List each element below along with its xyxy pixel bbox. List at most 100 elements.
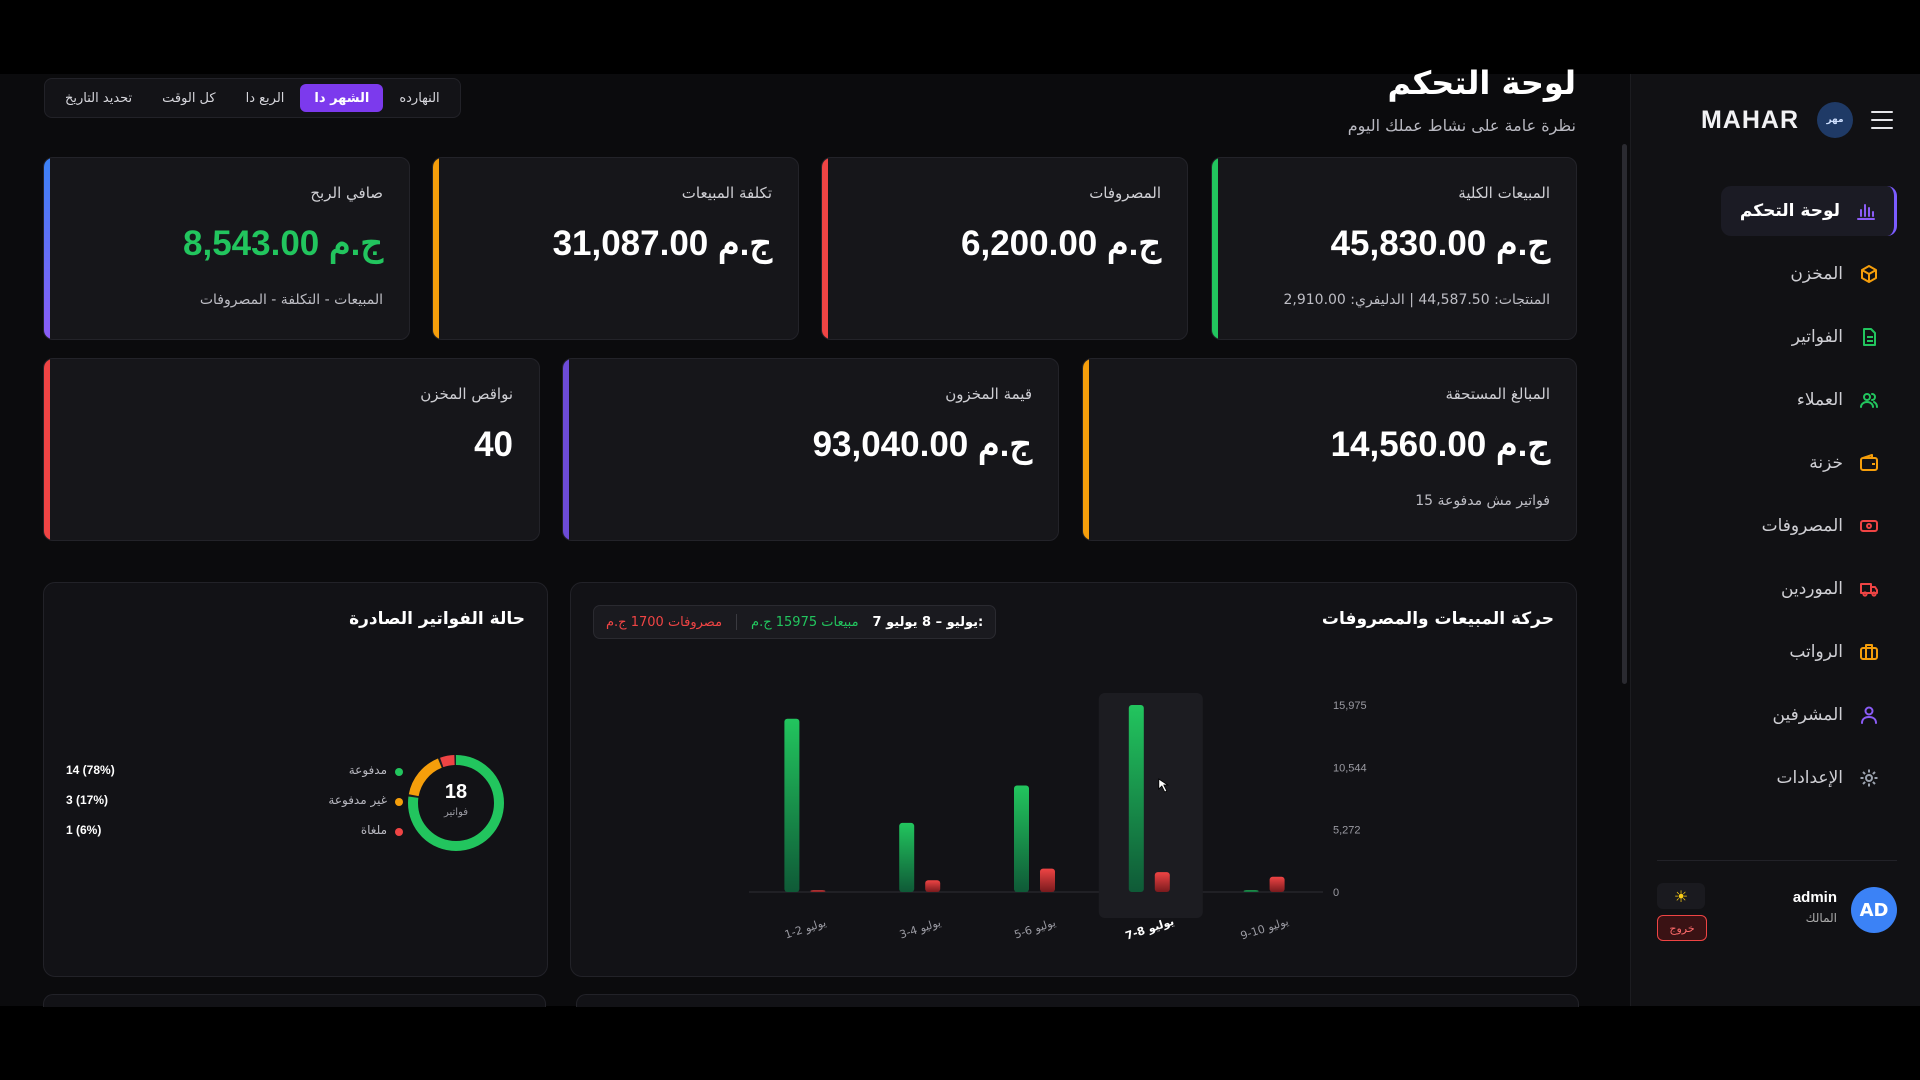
sidebar-item-label: الموردين xyxy=(1781,579,1843,599)
status-value: 14 (78%) xyxy=(66,763,115,777)
card-value: 40 xyxy=(474,425,513,464)
tooltip-separator xyxy=(736,614,738,630)
x-tick-label: 9-10 يوليو xyxy=(1239,915,1290,943)
card-label: المبالغ المستحقة xyxy=(1445,385,1550,403)
sidebar-item-label: الفواتير xyxy=(1791,327,1843,347)
x-tick-label: 1-2 يوليو xyxy=(783,916,828,942)
expense-bar xyxy=(810,890,826,892)
card-label: صافي الربح xyxy=(310,184,383,202)
sidebar-item-label: الإعدادات xyxy=(1776,768,1843,788)
card-inventory-value: قيمة المخزون 93,040.00 ج.م xyxy=(562,358,1059,541)
card-label: المبيعات الكلية xyxy=(1458,184,1550,202)
truck-icon xyxy=(1857,577,1881,601)
brand-bar: مهر MAHAR xyxy=(1701,102,1893,138)
sidebar-item-label: خزنة xyxy=(1809,453,1843,473)
menu-toggle-icon[interactable] xyxy=(1871,111,1893,129)
sales-bar xyxy=(1243,890,1259,892)
cursor-icon xyxy=(1158,778,1170,793)
gear-icon xyxy=(1857,766,1881,790)
sales-chart-panel: حركة المبيعات والمصروفات 7 يوليو – 8 يول… xyxy=(570,582,1577,977)
page-title: لوحة التحكم xyxy=(1387,64,1577,102)
tooltip-expenses: مصروفات 1700 ج.م xyxy=(606,614,723,630)
x-tick-label: 7-8 يوليو xyxy=(1124,915,1176,943)
date-filter-group: تحديد التاريخ كل الوقت الربع دا الشهر دا… xyxy=(44,78,461,118)
document-icon xyxy=(1857,325,1881,349)
status-row-paid: مدفوعة 14 (78%) xyxy=(44,763,547,783)
box-icon xyxy=(1857,262,1881,286)
status-row-cancelled: ملغاة 1 (6%) xyxy=(44,823,547,843)
card-accent xyxy=(44,359,50,540)
sales-bar xyxy=(784,718,800,892)
sidebar-item-invoices[interactable]: الفواتير xyxy=(1721,312,1897,362)
sidebar-item-suppliers[interactable]: الموردين xyxy=(1721,564,1897,614)
status-name: مدفوعة xyxy=(348,763,387,777)
donut-total: 18 xyxy=(444,781,468,803)
sidebar-item-label: العملاء xyxy=(1796,390,1843,410)
status-dot xyxy=(395,828,403,836)
avatar[interactable]: AD xyxy=(1851,887,1897,933)
sidebar-item-safe[interactable]: خزنة xyxy=(1721,438,1897,488)
filter-today[interactable]: النهارده xyxy=(399,90,440,106)
y-tick-label: 0 xyxy=(1333,887,1339,899)
expense-bar xyxy=(1154,872,1170,892)
card-accent xyxy=(822,158,828,339)
card-value: 8,543.00 ج.م xyxy=(183,224,383,263)
card-value: 93,040.00 ج.م xyxy=(812,425,1032,464)
sales-bar xyxy=(1128,705,1144,892)
card-accent xyxy=(1083,359,1089,540)
tooltip-sales: مبيعات 15975 ج.م xyxy=(751,614,859,630)
main-scrollbar[interactable] xyxy=(1622,144,1627,684)
filter-all-time[interactable]: كل الوقت xyxy=(162,90,216,106)
card-value: 45,830.00 ج.م xyxy=(1330,224,1550,263)
x-tick-label: 3-4 يوليو xyxy=(898,916,943,942)
sales-bar xyxy=(899,822,915,892)
y-tick-label: 15,975 xyxy=(1333,700,1367,712)
sun-icon: ☀ xyxy=(1673,886,1689,906)
sidebar-item-label: المخزن xyxy=(1790,264,1843,284)
expense-bar xyxy=(925,880,941,892)
status-name: غير مدفوعة xyxy=(328,793,387,807)
briefcase-icon xyxy=(1857,640,1881,664)
panel-title: حركة المبيعات والمصروفات xyxy=(1321,609,1554,629)
expense-bar xyxy=(1040,868,1055,892)
status-row-unpaid: غير مدفوعة 3 (17%) xyxy=(44,793,547,813)
logout-button[interactable]: خروج xyxy=(1657,915,1707,941)
card-accent xyxy=(1212,158,1218,339)
hover-highlight xyxy=(1098,693,1203,918)
brand-name: MAHAR xyxy=(1700,105,1799,134)
tooltip-range: 7 يوليو – 8 يوليو: xyxy=(872,614,984,630)
filter-this-month[interactable]: الشهر دا xyxy=(300,84,384,112)
user-role: المالك xyxy=(1805,911,1837,925)
theme-toggle-button[interactable]: ☀ xyxy=(1657,883,1705,909)
panel-title: حالة الفواتير الصادرة xyxy=(349,609,525,629)
card-accent xyxy=(563,359,569,540)
card-note: المبيعات - التكلفة - المصروفات xyxy=(199,292,383,308)
card-note: المنتجات: 44,587.50 | الدليفري: 2,910.00 xyxy=(1283,292,1550,308)
filter-custom-date[interactable]: تحديد التاريخ xyxy=(65,90,133,106)
sidebar: مهر MAHAR لوحة التحكم المخزن الفواتير xyxy=(1630,74,1920,1006)
sidebar-item-settings[interactable]: الإعدادات xyxy=(1721,753,1897,803)
sidebar-item-label: المصروفات xyxy=(1761,516,1843,536)
user-name: admin xyxy=(1792,889,1837,906)
card-label: المصروفات xyxy=(1089,184,1161,202)
filter-this-quarter[interactable]: الربع دا xyxy=(245,90,285,106)
sidebar-nav: لوحة التحكم المخزن الفواتير العملاء خزنة xyxy=(1721,186,1897,816)
sidebar-item-salaries[interactable]: الرواتب xyxy=(1721,627,1897,677)
status-dot xyxy=(395,798,403,806)
sidebar-item-label: المشرفين xyxy=(1772,705,1843,725)
user-box: AD admin المالك ☀ خروج xyxy=(1657,860,1897,949)
sidebar-item-supervisors[interactable]: المشرفين xyxy=(1721,690,1897,740)
invoice-status-panel: حالة الفواتير الصادرة 18 فواتير مدفوعة 1… xyxy=(43,582,548,977)
sidebar-item-customers[interactable]: العملاء xyxy=(1721,375,1897,425)
invoice-donut-chart[interactable] xyxy=(401,748,511,858)
card-value: 31,087.00 ج.م xyxy=(552,224,772,263)
card-value: 14,560.00 ج.م xyxy=(1330,425,1550,464)
sidebar-item-dashboard[interactable]: لوحة التحكم xyxy=(1721,186,1897,236)
y-tick-label: 10,544 xyxy=(1333,762,1367,774)
sidebar-item-inventory[interactable]: المخزن xyxy=(1721,249,1897,299)
card-accent xyxy=(433,158,439,339)
sidebar-item-expenses[interactable]: المصروفات xyxy=(1721,501,1897,551)
sales-bar-chart[interactable]: 15,975 10,544 5,272 0 1-2 يوليو 3-4 يوليو 5-6 … xyxy=(571,583,1576,976)
card-note: 15 فواتير مش مدفوعة xyxy=(1415,493,1550,509)
brand-logo: مهر xyxy=(1817,102,1853,138)
